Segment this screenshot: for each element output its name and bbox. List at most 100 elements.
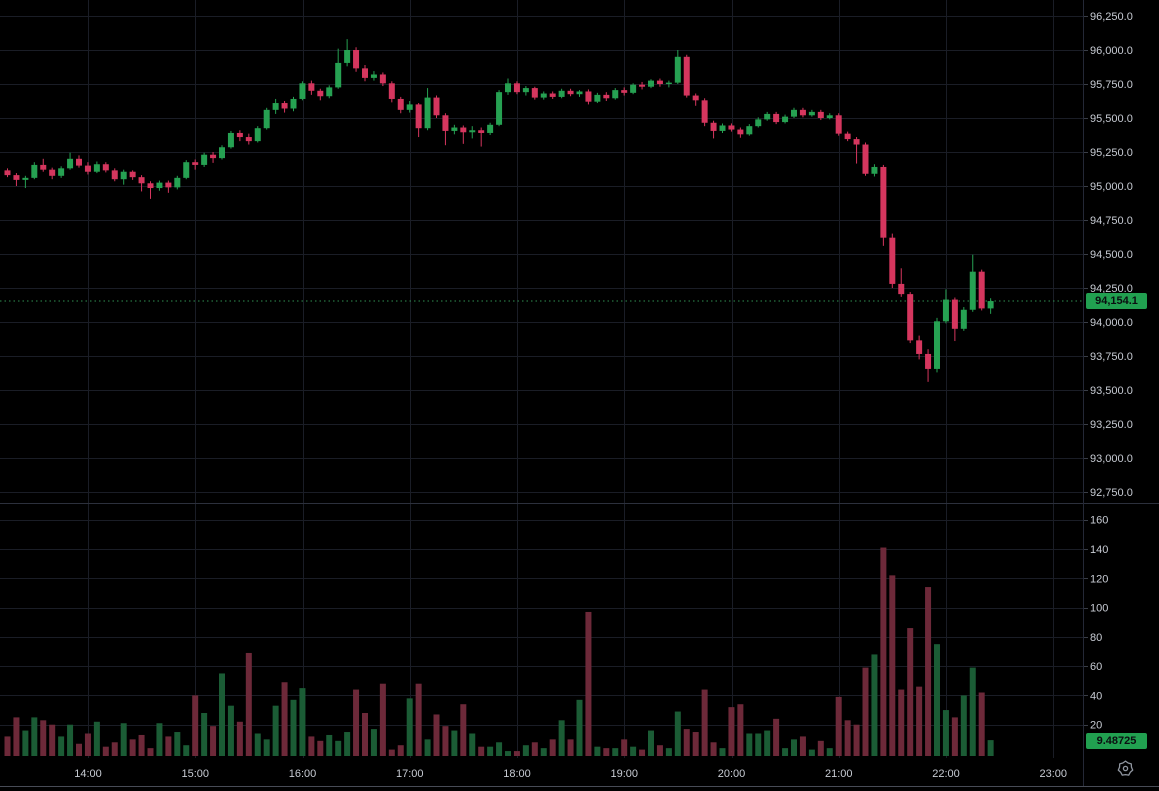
volume-bar — [978, 692, 985, 756]
volume-bar — [674, 711, 681, 756]
candle — [156, 182, 163, 189]
volume-bar — [683, 729, 690, 756]
candle — [880, 166, 887, 238]
volume-bar — [236, 721, 243, 756]
price-axis-label: 93,250.0 — [1090, 419, 1133, 431]
candle — [782, 116, 789, 123]
candle — [531, 88, 538, 98]
candle — [862, 144, 869, 174]
time-axis[interactable] — [0, 759, 1083, 786]
last-price-tag: 94,154.1 — [1086, 293, 1147, 309]
candle — [362, 68, 368, 78]
volume-bar — [93, 721, 100, 756]
candle — [13, 175, 20, 180]
time-axis-label: 17:00 — [396, 768, 424, 780]
candle — [549, 93, 556, 97]
volume-bar — [370, 729, 377, 756]
candle — [219, 147, 225, 159]
volume-bar — [791, 739, 797, 756]
price-axis-label: 95,750.0 — [1090, 79, 1133, 91]
candle — [201, 154, 208, 165]
time-axis-label: 18:00 — [503, 768, 531, 780]
time-axis-label: 21:00 — [825, 768, 853, 780]
volume-bar — [165, 736, 172, 756]
volume-bar — [156, 723, 163, 756]
volume-bar — [505, 751, 511, 756]
volume-bar — [844, 720, 851, 756]
time-axis-settings-button[interactable] — [1116, 759, 1135, 778]
candle — [505, 83, 511, 93]
candle — [138, 177, 145, 184]
volume-bar — [746, 733, 753, 756]
candle — [808, 111, 815, 116]
candle — [183, 162, 190, 178]
candle — [942, 299, 949, 322]
candle — [621, 90, 628, 93]
candle — [451, 127, 458, 131]
volume-bar — [880, 547, 887, 756]
time-axis-label: 14:00 — [74, 768, 102, 780]
volume-bar — [219, 673, 225, 756]
price-axis-label: 94,000.0 — [1090, 317, 1133, 329]
volume-pane[interactable] — [0, 503, 1083, 758]
candle — [370, 74, 377, 78]
candle — [424, 97, 431, 129]
volume-bar — [513, 751, 520, 756]
candle — [58, 168, 65, 176]
candle — [558, 90, 565, 97]
volume-axis-label: 20 — [1090, 720, 1102, 732]
last-volume-label: 9.48725 — [1096, 735, 1137, 747]
candle — [76, 158, 82, 166]
candle — [755, 119, 762, 127]
volume-bar — [263, 739, 270, 756]
volume-bar — [639, 749, 646, 756]
candle — [353, 50, 360, 69]
volume-bar — [84, 733, 91, 756]
volume-bar — [192, 695, 199, 756]
volume-bar — [254, 733, 261, 756]
volume-bar — [111, 742, 118, 756]
price-pane[interactable] — [0, 0, 1083, 503]
price-axis-label: 92,750.0 — [1090, 487, 1133, 499]
candle — [433, 97, 440, 116]
volume-bar — [290, 699, 297, 756]
volume-bar — [558, 720, 565, 756]
candle — [737, 129, 744, 135]
price-axis[interactable] — [1083, 0, 1159, 786]
volume-bar — [576, 699, 583, 756]
volume-bar — [916, 686, 923, 756]
volume-bar — [630, 746, 637, 756]
volume-bar — [433, 714, 440, 756]
candle — [898, 283, 905, 295]
volume-bar — [755, 733, 762, 756]
volume-bar — [987, 740, 994, 756]
price-axis-label: 93,750.0 — [1090, 351, 1133, 363]
volume-bar — [451, 730, 458, 756]
candle — [317, 90, 324, 97]
price-axis-label: 93,500.0 — [1090, 385, 1133, 397]
volume-bar — [76, 743, 82, 756]
candle — [764, 113, 771, 120]
candle — [513, 83, 520, 93]
candle — [969, 271, 976, 310]
volume-bar — [925, 587, 932, 756]
candle — [254, 128, 261, 142]
candle — [844, 133, 851, 140]
candle — [460, 127, 467, 133]
volume-bar — [210, 726, 217, 756]
volume-bar — [147, 748, 154, 756]
volume-bar — [201, 712, 208, 756]
candle — [442, 115, 449, 131]
volume-bar — [40, 720, 47, 756]
volume-bar — [773, 718, 780, 756]
volume-bar — [585, 611, 592, 756]
candle — [603, 94, 610, 99]
volume-bar — [58, 736, 65, 756]
last-volume-tag: 9.48725 — [1086, 733, 1147, 749]
volume-bar — [245, 652, 252, 756]
volume-bar — [469, 733, 476, 756]
volume-bar — [764, 730, 771, 756]
candle — [120, 171, 127, 180]
